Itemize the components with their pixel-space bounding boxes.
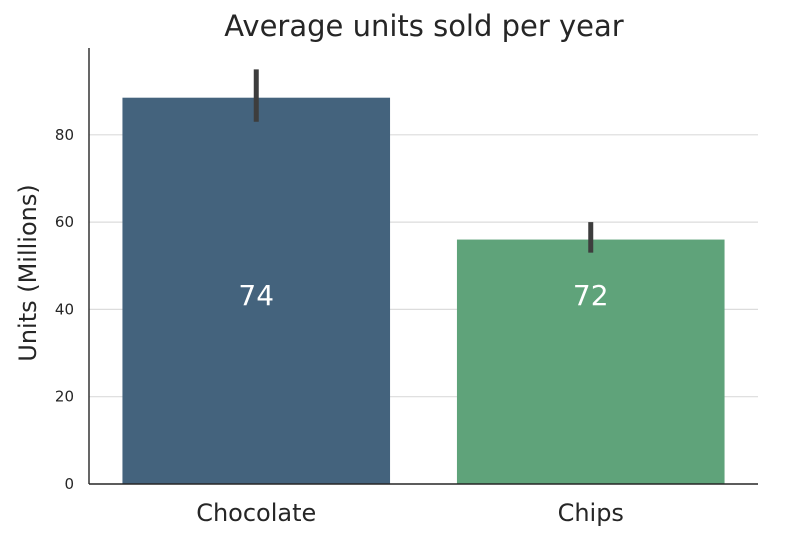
bar-value-label: 72 [573, 279, 609, 312]
y-ticks: 0 20 40 60 80 [55, 126, 74, 493]
chart-title: Average units sold per year [224, 9, 624, 43]
bar-labels: 74 72 [238, 279, 608, 312]
y-tick-label: 20 [55, 388, 74, 406]
bars [122, 97, 725, 484]
y-tick-label: 60 [55, 213, 74, 231]
bar-chocolate [122, 97, 391, 484]
error-bars [253, 69, 594, 253]
x-tick-label: Chips [558, 499, 624, 527]
y-tick-label: 80 [55, 126, 74, 144]
y-tick-label: 40 [55, 300, 74, 318]
bar-chips [456, 239, 725, 484]
y-tick-label: 0 [64, 475, 74, 493]
bar-value-label: 74 [238, 279, 274, 312]
x-ticks: Chocolate Chips [196, 499, 624, 527]
y-axis-label: Units (Millions) [14, 184, 42, 362]
x-tick-label: Chocolate [196, 499, 316, 527]
